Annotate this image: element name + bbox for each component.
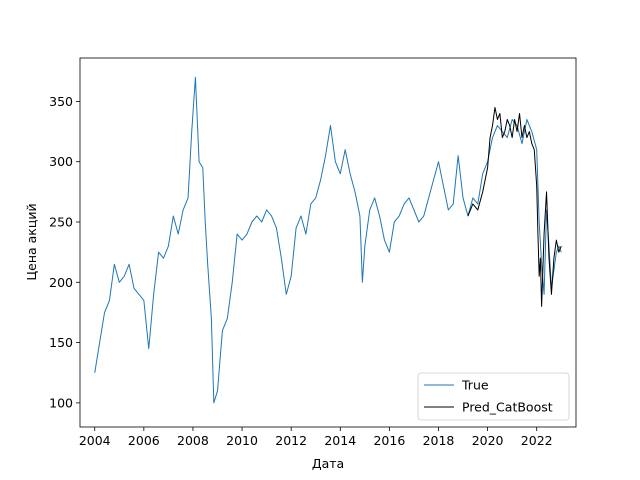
series-line-pred-catboost	[467, 106, 562, 307]
legend-label-true: True	[461, 378, 489, 393]
x-axis-ticks: 2004 2006 2008 2010 2012 2014 2016 2018 2020 2022	[79, 427, 553, 448]
x-tick-label: 2006	[128, 433, 160, 448]
legend-label-pred-catboost: Pred_CatBoost	[462, 400, 553, 415]
x-tick-label: 2016	[373, 433, 405, 448]
y-tick-label: 300	[49, 154, 73, 169]
plot-area	[80, 58, 576, 427]
x-tick-label: 2004	[79, 433, 111, 448]
series-layer	[94, 76, 562, 404]
y-tick-label: 100	[49, 395, 73, 410]
y-tick-label: 200	[49, 275, 73, 290]
x-tick-label: 2010	[226, 433, 258, 448]
y-tick-label: 250	[49, 215, 73, 230]
legend-box	[417, 372, 570, 421]
series-line-true	[94, 76, 562, 404]
x-tick-label: 2022	[521, 433, 553, 448]
plot-frame	[79, 57, 577, 428]
x-tick-label: 2018	[423, 433, 455, 448]
x-tick-label: 2008	[177, 433, 209, 448]
y-tick-label: 150	[49, 335, 73, 350]
y-axis-ticks: 100 150 200 250 300 350	[49, 94, 80, 410]
x-tick-label: 2014	[324, 433, 356, 448]
y-tick-label: 350	[49, 94, 73, 109]
y-axis-title: Цена акций	[24, 203, 39, 280]
legend: True Pred_CatBoost	[417, 372, 570, 421]
x-axis-title: Дата	[312, 456, 344, 471]
x-tick-label: 2020	[472, 433, 504, 448]
x-tick-label: 2012	[275, 433, 307, 448]
